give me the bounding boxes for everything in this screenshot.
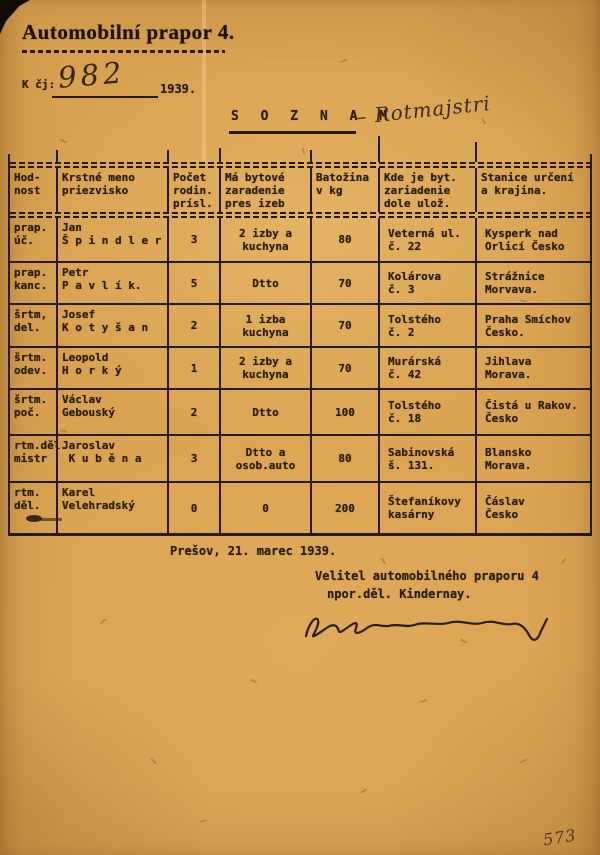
column-tick [8, 154, 10, 162]
table-row: šrtm. poč. Václav Gebouský 2 Dtto 100 To… [10, 390, 590, 436]
cell-storage: Sabinovská š. 131. [380, 436, 477, 481]
reference-year: 1939. [160, 82, 197, 96]
cell-name: Václav Gebouský [58, 390, 169, 434]
handwritten-annotation: – Rotmajstri [355, 91, 492, 129]
header-family-count: Počet rodin. prísl. [169, 168, 221, 212]
header-separator [10, 212, 590, 218]
cell-storage: Veterná ul. č. 22 [380, 218, 477, 261]
cell-housing: 1 izba kuchyna [221, 305, 312, 346]
header-rank: Hod- nost [10, 168, 58, 212]
place-date: Prešov, 21. marec 1939. [170, 544, 337, 558]
cell-station: Čistá u Rakov. Česko [485, 399, 578, 425]
cell-station: Kysperk nad Orlicí Česko [485, 226, 565, 253]
cell-storage: Kolárova č. 3 [380, 263, 477, 303]
cell-station: Praha Smíchov Česko. [485, 312, 572, 339]
column-tick [475, 142, 477, 162]
header-station: Stanice určení a krajina. [481, 171, 574, 197]
reference-underline [52, 96, 158, 98]
handwritten-signature [304, 617, 549, 641]
list-title-underline [229, 131, 356, 134]
cell-housing: 2 izby a kuchyna [221, 218, 312, 261]
cell-storage: Tolstého č. 2 [380, 305, 477, 346]
cell-name: Jan Š p i n d l e r [58, 218, 169, 261]
personnel-table: Hod- nost Krstné meno priezvisko Počet r… [8, 136, 592, 536]
column-tick [310, 150, 312, 162]
reference-label: K čj: [22, 78, 56, 91]
commander-name: npor.děl. Kindernay. [327, 587, 472, 601]
header-storage: Kde je byt. zariadenie dole ulož. [380, 168, 477, 212]
cell-rank: šrtm. odev. [10, 348, 58, 388]
cell-housing: 2 izby a kuchyna [221, 348, 312, 388]
cell-luggage: 100 [312, 390, 380, 434]
table-top-border [10, 162, 590, 168]
cell-luggage: 70 [312, 263, 380, 303]
column-tick [378, 136, 380, 162]
header-luggage: Batožina v kg [312, 168, 380, 212]
cell-family-count: 3 [169, 436, 221, 481]
table-row: šrtm. odev. Leopold H o r k ý 1 2 izby a… [10, 348, 590, 390]
cell-rank: šrtm, del. [10, 305, 58, 346]
reference-number-handwritten: 982 [56, 55, 127, 95]
cell-name: Josef K o t y š a n [58, 305, 169, 346]
cell-luggage: 200 [312, 483, 380, 533]
cell-station: Strážnice Morvava. [485, 270, 545, 296]
cell-family-count: 0 [169, 483, 221, 533]
cell-station: Blansko Morava. [485, 445, 532, 472]
commander-title: Velitel automobilného praporu 4 [315, 569, 539, 583]
list-title: S O Z N A M [231, 109, 395, 124]
cell-luggage: 70 [312, 305, 380, 346]
cell-family-count: 1 [169, 348, 221, 388]
cell-housing: 0 [221, 483, 312, 533]
page-number-handwritten: 573 [541, 825, 578, 850]
table-row: prap. úč. Jan Š p i n d l e r 3 2 izby a… [10, 218, 590, 263]
unit-title-stamp: Automobilní prapor 4. [22, 20, 235, 44]
cell-rank: šrtm. poč. [10, 390, 58, 434]
column-tick [56, 150, 58, 162]
cell-rank: prap. kanc. [10, 263, 58, 303]
cell-station: Čáslav Česko [485, 495, 525, 521]
cell-luggage: 80 [312, 218, 380, 261]
cell-luggage: 80 [312, 436, 380, 481]
cell-station: Jihlava Morava. [485, 355, 532, 381]
cell-family-count: 5 [169, 263, 221, 303]
cell-name: Jaroslav K u b ě n a [58, 436, 169, 481]
table-row: prap. kanc. Petr P a v l í k. 5 Dtto 70 … [10, 263, 590, 305]
cell-family-count: 2 [169, 390, 221, 434]
cell-housing: Dtto [221, 263, 312, 303]
cell-name: Karel Velehradský [58, 483, 169, 533]
table-row: rtm.děl. mistr Jaroslav K u b ě n a 3 Dt… [10, 436, 590, 483]
cell-storage: Štefaníkovy kasárny [380, 483, 477, 533]
ink-smear [40, 518, 62, 521]
cell-family-count: 2 [169, 305, 221, 346]
cell-family-count: 3 [169, 218, 221, 261]
table-header-row: Hod- nost Krstné meno priezvisko Počet r… [10, 168, 590, 212]
column-tick [167, 150, 169, 162]
table-row: šrtm, del. Josef K o t y š a n 2 1 izba … [10, 305, 590, 348]
title-dashed-underline [22, 50, 225, 53]
cell-storage: Tolstého č. 18 [380, 390, 477, 434]
ink-blot [26, 515, 42, 522]
header-housing: Má bytové zaradenie pres izeb [221, 168, 312, 212]
cell-name: Leopold H o r k ý [58, 348, 169, 388]
cell-storage: Murárská č. 42 [380, 348, 477, 388]
cell-housing: Dtto a osob.auto [221, 436, 312, 481]
cell-rank: rtm.děl. mistr [10, 436, 67, 481]
table-row: rtm. děl. Karel Velehradský 0 0 200 Štef… [10, 483, 590, 533]
header-name: Krstné meno priezvisko [58, 168, 169, 212]
cell-housing: Dtto [221, 390, 312, 434]
cell-rank: rtm. děl. [10, 483, 58, 533]
cell-name: Petr P a v l í k. [58, 263, 169, 303]
column-tick [219, 148, 221, 162]
cell-rank: prap. úč. [10, 218, 58, 261]
paper-crease [202, 0, 206, 165]
column-tick [590, 154, 592, 162]
cell-luggage: 70 [312, 348, 380, 388]
